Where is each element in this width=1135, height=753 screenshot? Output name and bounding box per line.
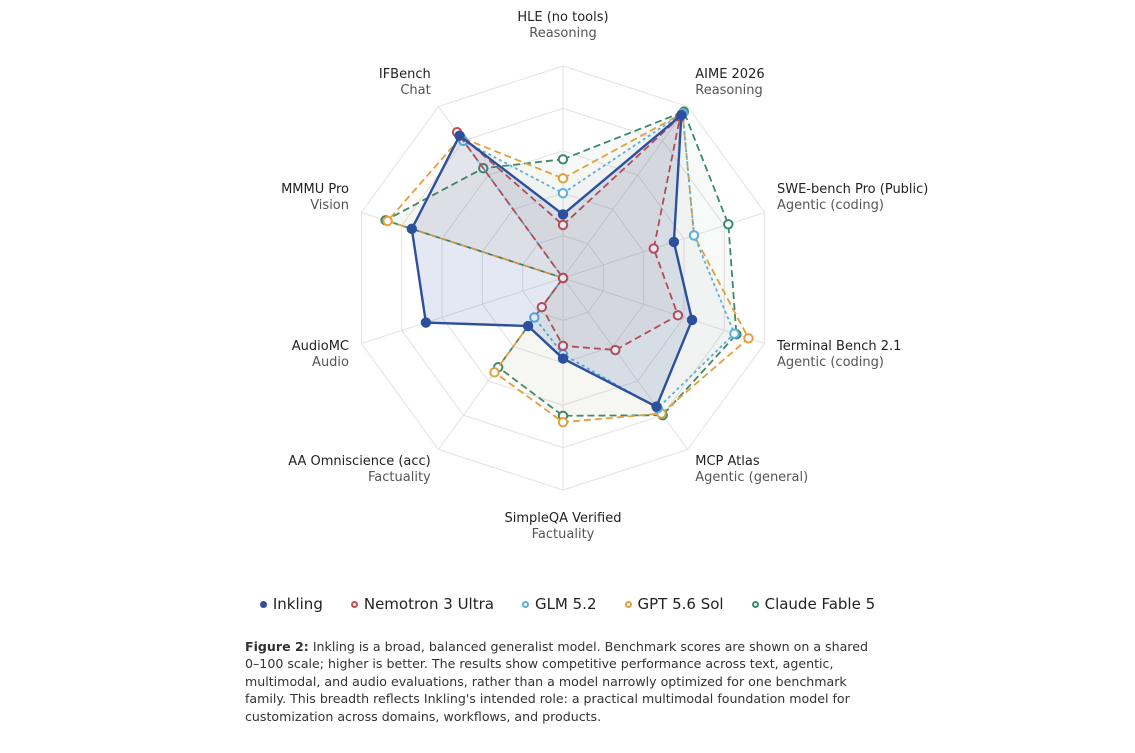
axis-subtitle: Agentic (general): [695, 470, 808, 485]
point-glm-5-2-hle-no-tools[interactable]: [557, 188, 569, 199]
point-inkling-ifbench[interactable]: [454, 130, 465, 141]
legend-item-glm-5-2[interactable]: GLM 5.2: [521, 595, 597, 613]
grid-spoke-aime-2026: [562, 106, 689, 279]
axis-subtitle: Factuality: [368, 470, 431, 485]
point-nemotron-3-ultra-terminal-bench-2-1[interactable]: [672, 310, 684, 321]
point-inkling-audiomc[interactable]: [420, 317, 432, 328]
point-inkling-mmmu-pro[interactable]: [406, 223, 417, 235]
axis-subtitle: Audio: [312, 355, 349, 370]
axis-title: SimpleQA Verified: [505, 511, 622, 526]
axis-title: HLE (no tools): [517, 10, 608, 25]
axis-title: MCP Atlas: [695, 454, 760, 469]
point-glm-5-2-swe-bench-pro-public[interactable]: [688, 230, 700, 241]
point-inkling-simpleqa-verified[interactable]: [557, 353, 569, 364]
point-nemotron-3-ultra-hle-no-tools[interactable]: [557, 219, 569, 231]
legend-item-gpt-5-6-sol[interactable]: GPT 5.6 Sol: [624, 595, 724, 613]
point-inkling-terminal-bench-2-1[interactable]: [686, 314, 698, 326]
radar-series: [380, 106, 754, 428]
legend-marker-nemotron-3-ultra: [350, 600, 358, 608]
axis-subtitle: Factuality: [532, 527, 595, 542]
point-gpt-5-6-sol-simpleqa-verified[interactable]: [557, 416, 569, 428]
point-gpt-5-6-sol-aa-omniscience-acc[interactable]: [489, 367, 500, 378]
point-nemotron-3-ultra-mcp-atlas[interactable]: [610, 344, 621, 356]
point-inkling-mcp-atlas[interactable]: [651, 401, 662, 412]
grid-spoke-mcp-atlas: [562, 277, 689, 450]
point-inkling-aa-omniscience-acc[interactable]: [522, 320, 534, 332]
point-glm-5-2-aa-omniscience-acc[interactable]: [529, 312, 540, 323]
point-nemotron-3-ultra-aa-omniscience-acc[interactable]: [536, 301, 548, 313]
grid-spoke-audiomc: [361, 277, 564, 344]
point-gpt-5-6-sol-terminal-bench-2-1[interactable]: [743, 333, 754, 344]
legend-item-nemotron-3-ultra[interactable]: Nemotron 3 Ultra: [350, 595, 494, 613]
caption-text: Inkling is a broad, balanced generalist …: [245, 639, 868, 724]
axis-title: AA Omniscience (acc): [288, 454, 430, 469]
legend-label-inkling: Inkling: [272, 595, 323, 613]
axis-title: MMMU Pro: [281, 182, 349, 197]
legend-label-claude-fable-5: Claude Fable 5: [764, 595, 876, 613]
series-line-claude-fable-5: [384, 110, 738, 417]
axis-title: AIME 2026: [695, 67, 764, 82]
series-line-nemotron-3-ultra: [456, 115, 682, 351]
legend-marker-claude-fable-5: [751, 600, 759, 608]
axis-title: IFBench: [379, 67, 431, 82]
axis-title: AudioMC: [292, 339, 349, 354]
axis-subtitle: Chat: [400, 83, 430, 98]
point-inkling-hle-no-tools[interactable]: [557, 209, 569, 220]
axis-subtitle: Reasoning: [695, 83, 762, 98]
axis-subtitle: Reasoning: [529, 26, 596, 41]
legend-item-claude-fable-5[interactable]: Claude Fable 5: [751, 595, 876, 613]
point-inkling-swe-bench-pro-public[interactable]: [668, 236, 680, 248]
point-claude-fable-5-hle-no-tools[interactable]: [557, 154, 569, 165]
legend-marker-inkling: [259, 600, 267, 608]
point-nemotron-3-ultra-mmmu-pro[interactable]: [557, 272, 569, 284]
point-nemotron-3-ultra-swe-bench-pro-public[interactable]: [648, 243, 659, 254]
legend-marker-gpt-5-6-sol: [624, 600, 632, 608]
legend-label-glm-5-2: GLM 5.2: [534, 595, 597, 613]
caption-label: Figure 2:: [245, 639, 309, 654]
legend-item-inkling[interactable]: Inkling: [259, 595, 323, 613]
axis-title: Terminal Bench 2.1: [776, 339, 901, 354]
axis-subtitle: Agentic (coding): [777, 198, 884, 213]
axis-label-aa-omniscience-acc: AA Omniscience (acc)Factuality: [288, 454, 431, 485]
legend: Inkling Nemotron 3 Ultra GLM 5.2 GPT 5.6…: [0, 592, 1135, 616]
legend-label-gpt-5-6-sol: GPT 5.6 Sol: [637, 595, 724, 613]
series-inkling: [406, 109, 698, 412]
axis-label-swe-bench-pro-public: SWE-bench Pro (Public)Agentic (coding): [777, 182, 928, 213]
legend-label-nemotron-3-ultra: Nemotron 3 Ultra: [363, 595, 494, 613]
point-claude-fable-5-swe-bench-pro-public[interactable]: [723, 219, 734, 230]
point-gpt-5-6-sol-mmmu-pro[interactable]: [382, 215, 393, 227]
axis-title: SWE-bench Pro (Public): [777, 182, 928, 197]
legend-marker-glm-5-2: [521, 600, 529, 608]
figure-caption: Figure 2: Inkling is a broad, balanced g…: [245, 638, 875, 725]
axis-subtitle: Vision: [310, 198, 349, 213]
point-inkling-aime-2026[interactable]: [676, 109, 687, 121]
point-nemotron-3-ultra-simpleqa-verified[interactable]: [557, 340, 569, 352]
axis-subtitle: Agentic (coding): [777, 355, 884, 370]
point-gpt-5-6-sol-hle-no-tools[interactable]: [557, 173, 569, 184]
point-glm-5-2-terminal-bench-2-1[interactable]: [729, 328, 740, 339]
axis-label-hle-no-tools: HLE (no tools)Reasoning: [517, 10, 608, 41]
series-nemotron-3-ultra: [451, 111, 686, 356]
